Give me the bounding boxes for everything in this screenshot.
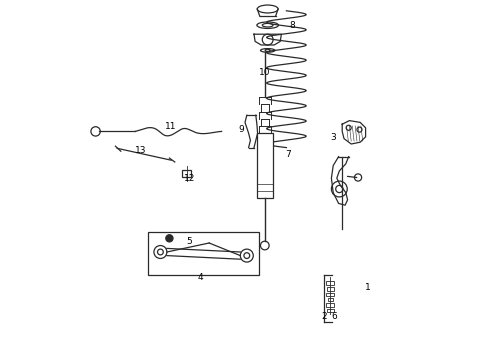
Bar	[326, 303, 334, 307]
Text: 1: 1	[365, 284, 370, 292]
Text: 2: 2	[321, 312, 327, 321]
Text: 9: 9	[239, 125, 245, 134]
Bar	[148, 232, 259, 275]
Text: 11: 11	[166, 122, 177, 131]
Text: 6: 6	[331, 312, 337, 321]
Text: 3: 3	[330, 133, 336, 142]
Text: 8: 8	[289, 21, 294, 30]
Circle shape	[166, 235, 173, 242]
Bar	[327, 287, 334, 291]
Bar	[328, 298, 333, 301]
Bar	[257, 133, 273, 198]
Bar	[326, 281, 334, 285]
Text: 4: 4	[197, 274, 203, 282]
Bar	[327, 309, 334, 312]
Text: 5: 5	[186, 238, 192, 247]
Text: 10: 10	[259, 68, 270, 77]
Text: 7: 7	[285, 150, 291, 159]
Text: 13: 13	[135, 146, 147, 155]
Bar	[182, 170, 191, 177]
Bar	[326, 293, 334, 296]
Text: 12: 12	[184, 174, 195, 183]
